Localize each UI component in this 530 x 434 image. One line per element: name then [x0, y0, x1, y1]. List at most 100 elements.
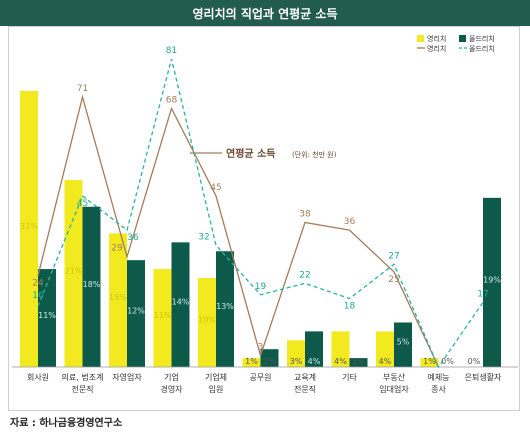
line-old-label: 18 [344, 302, 356, 312]
x-tick-label: 종사 [431, 385, 446, 394]
line-young-label: 38 [299, 210, 311, 220]
annotation-main: 연평균 소득 [226, 147, 275, 160]
bar-young-label: 21% [65, 267, 83, 276]
bars-layer [20, 91, 501, 367]
chart-border [8, 26, 520, 411]
bar-old [394, 322, 412, 367]
line-young-label: 25 [388, 275, 399, 285]
bar-old-label: 14% [172, 298, 190, 307]
line-old [37, 58, 484, 369]
bar-old-label: 5% [397, 338, 410, 347]
bar-young-label: 4% [334, 357, 347, 366]
line-old-label: 36 [127, 233, 139, 243]
bar-young-label: 1% [423, 357, 436, 366]
bar-old-label: 11% [38, 311, 56, 320]
line-young-label: 45 [210, 183, 221, 193]
legend-old-bar-label: 올드리치 [469, 34, 495, 43]
x-tick-label: 기타 [342, 373, 357, 382]
legend-young-bar-swatch [417, 35, 424, 42]
bar-old-label: 18% [83, 280, 101, 289]
x-tick-label: 의료, 법조계 [62, 372, 104, 382]
legend-old-line-label: 올드리치 [469, 44, 495, 53]
x-tick-label: 교육계 [294, 372, 316, 382]
line-old-label: 32 [198, 232, 209, 242]
x-tick-label: 임대업자 [379, 385, 409, 394]
bar-old [38, 269, 56, 367]
line-old-label: 22 [299, 270, 310, 280]
bar-young-label: 31% [20, 222, 38, 231]
bar-young-label: 0% [468, 357, 481, 366]
x-tick-label: 전문직 [294, 384, 316, 394]
bar-young-label: 4% [379, 357, 392, 366]
line-old-label: 81 [166, 46, 177, 56]
x-tick-label: 예체능 [427, 372, 449, 382]
bar-old [82, 206, 101, 367]
bar-old-label: 1% [352, 357, 365, 366]
bar-old-label: 12% [127, 307, 145, 316]
chart-title-bar: 영리치의 직업과 연평균 소득 [0, 0, 530, 26]
bar-young [153, 269, 172, 367]
bar-young [376, 331, 394, 367]
x-tick-label: 부동산 [383, 372, 406, 382]
labels-layer: 31%11%21%18%15%12% 11%14%10%13%1% 2% 3% 4% 4%… [20, 46, 501, 366]
x-tick-label: 자영업자 [112, 372, 142, 382]
line-old-label: 45 [77, 199, 88, 209]
line-young-label: 29 [111, 244, 123, 254]
legend: 영리치 올드리치 영리치 올드리치 [417, 34, 495, 53]
line-young-label: 71 [77, 84, 88, 94]
bar-young-label: 11% [154, 311, 172, 320]
bar-old [305, 331, 323, 367]
bar-young [242, 358, 261, 367]
bar-young-label: 10% [198, 315, 216, 324]
legend-old-bar-swatch [459, 35, 466, 42]
line-young-label: 24 [32, 279, 44, 289]
bar-old-label: 0% [441, 357, 454, 366]
x-tick-label: 기업체 [205, 372, 227, 382]
lines-layer [37, 58, 484, 369]
x-tick-label: 경영자 [160, 384, 183, 394]
bar-old [483, 197, 501, 367]
bar-old [349, 358, 368, 367]
line-young-label: 36 [344, 217, 356, 227]
x-tick-label: 은퇴생활자 [465, 372, 502, 382]
bar-young [420, 358, 439, 367]
line-young-label: 68 [166, 95, 178, 105]
x-tick-label: 공무원 [249, 373, 271, 382]
bar-old-label: 13% [216, 302, 234, 311]
source-note: 자료 : 하나금융경영연구소 [10, 418, 123, 429]
bar-young [331, 331, 350, 367]
bar-young-label: 3% [290, 357, 303, 366]
annotation-sub: (단위: 천만 원) [292, 150, 337, 159]
line-old-label: 16 [32, 291, 44, 301]
bar-old-label: 19% [483, 275, 501, 284]
line-old-label: 19 [255, 282, 267, 292]
bar-young [64, 180, 83, 367]
bar-young-label: 15% [109, 293, 127, 302]
legend-young-line-label: 영리치 [427, 44, 446, 53]
x-tick-label: 임원 [209, 385, 224, 394]
x-tick-label: 회사원 [27, 373, 49, 382]
bar-old-label: 2% [263, 357, 276, 366]
line-young-label: 3 [258, 343, 264, 353]
bar-young [109, 233, 127, 367]
chart-title: 영리치의 직업과 연평균 소득 [192, 6, 338, 21]
line-old-label: 27 [388, 251, 399, 261]
bar-young [198, 277, 216, 367]
bar-young-label: 1% [245, 357, 258, 366]
income-annotation: 연평균 소득 (단위: 천만 원) [190, 147, 337, 160]
legend-young-bar-label: 영리치 [427, 34, 446, 43]
bar-old [171, 242, 190, 367]
x-tick-label: 기업 [164, 373, 179, 382]
line-young [37, 94, 440, 368]
bar-young [287, 340, 305, 367]
line-old-label: 17 [477, 289, 488, 299]
bar-old [216, 251, 234, 367]
x-tick-label: 전문직 [71, 384, 93, 394]
bar-old [260, 349, 279, 367]
bar-old-label: 4% [308, 357, 321, 366]
bar-old [127, 260, 145, 367]
bar-young [20, 91, 38, 367]
